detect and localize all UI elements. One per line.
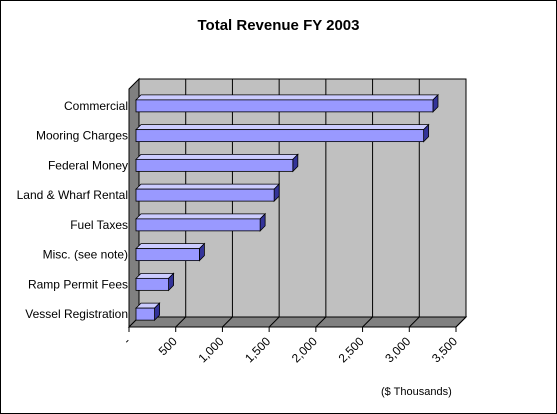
gridline-floor: [268, 316, 280, 328]
gridline-floor: [315, 316, 327, 328]
unit-label: ($ Thousands): [381, 386, 452, 398]
category-label: Land & Wharf Rental: [17, 188, 128, 202]
category-label: Mooring Charges: [36, 129, 128, 143]
bar: [135, 188, 275, 202]
bar: [135, 218, 261, 232]
chart-title: Total Revenue FY 2003: [197, 17, 360, 34]
gridline-floor: [175, 316, 187, 328]
x-tick-label: 3,000: [382, 334, 413, 365]
bar: [135, 129, 425, 143]
bar-top: [135, 183, 281, 190]
category-label: Vessel Registration: [25, 307, 128, 321]
gridline-floor: [362, 316, 373, 328]
x-tick-label: 1,000: [195, 334, 226, 365]
x-tick-label: -: [120, 334, 133, 347]
bar-top: [135, 94, 439, 101]
plot-floor: [127, 316, 468, 328]
x-tick-label: 2,500: [336, 334, 367, 365]
category-label: Misc. (see note): [43, 248, 128, 262]
gridline-floor: [408, 316, 420, 328]
bar-top: [135, 272, 175, 279]
x-tick-label: 2,000: [289, 334, 320, 365]
bar-top: [135, 243, 206, 250]
bar: [135, 307, 155, 321]
gridline-floor: [455, 316, 467, 328]
x-tick-label: 1,500: [242, 334, 273, 365]
bar: [135, 158, 294, 172]
category-label: Commercial: [64, 99, 128, 113]
bar-top: [135, 124, 430, 131]
bar: [135, 99, 434, 113]
category-label: Federal Money: [48, 158, 128, 172]
x-tick-label: 3,500: [429, 334, 460, 365]
bar-top: [135, 153, 299, 160]
bar-top: [135, 213, 267, 220]
gridline-floor: [222, 316, 233, 328]
x-tick-label: 500: [156, 334, 180, 358]
bar: [135, 248, 200, 262]
category-label: Ramp Permit Fees: [28, 277, 128, 291]
bar: [135, 277, 169, 291]
category-label: Fuel Taxes: [70, 218, 128, 232]
